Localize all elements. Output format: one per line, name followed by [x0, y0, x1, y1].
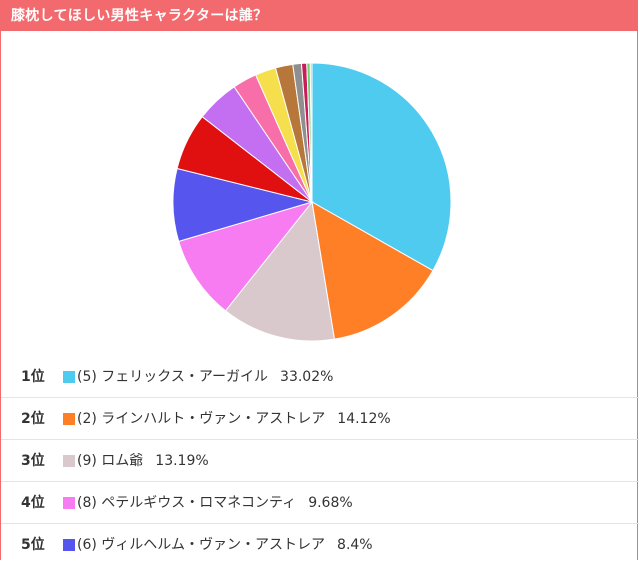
rank-entry: (8) ペテルギウス・ロマネコンティ 9.68%	[77, 482, 353, 524]
ranking-row-2: 2位 (2) ラインハルト・ヴァン・アストレア 14.12%	[1, 398, 639, 440]
entry-percent: 9.68%	[308, 495, 353, 511]
ranking-row-5: 5位 (6) ヴィルヘルム・ヴァン・アストレア 8.4%	[1, 524, 639, 566]
entry-name: ロム爺	[101, 453, 144, 469]
entry-percent: 13.19%	[155, 453, 209, 469]
entry-name: フェリックス・アーガイル	[101, 369, 269, 385]
legend-swatch	[63, 371, 75, 383]
ranking-row-3: 3位 (9) ロム爺 13.19%	[1, 440, 639, 482]
entry-number: (6)	[77, 537, 97, 553]
rank-entry: (2) ラインハルト・ヴァン・アストレア 14.12%	[77, 398, 391, 440]
ranking-row-1: 1位 (5) フェリックス・アーガイル 33.02%	[1, 356, 639, 398]
pie-slice-14	[309, 62, 313, 203]
legend-swatch	[63, 413, 75, 425]
entry-percent: 14.12%	[337, 411, 391, 427]
rank-entry: (6) ヴィルヘルム・ヴァン・アストレア 8.4%	[77, 524, 373, 566]
rank-entry: (9) ロム爺 13.19%	[77, 440, 209, 482]
entry-percent: 8.4%	[337, 537, 373, 553]
pie-slice-2	[311, 201, 434, 340]
rank-label: 2位	[21, 411, 45, 427]
rank-label: 5位	[21, 537, 45, 553]
legend-swatch	[63, 455, 75, 467]
pie-slice-1	[311, 62, 452, 272]
ranking-row-4: 4位 (8) ペテルギウス・ロマネコンティ 9.68%	[1, 482, 639, 524]
rank-label: 4位	[21, 495, 45, 511]
entry-number: (8)	[77, 495, 97, 511]
legend-swatch	[63, 497, 75, 509]
pie-slice-3	[224, 200, 336, 342]
rank-entry: (5) フェリックス・アーガイル 33.02%	[77, 356, 333, 398]
ranking-list: 1位 (5) フェリックス・アーガイル 33.02% 2位 (2) ラインハルト・…	[1, 356, 639, 566]
entry-name: ヴィルヘルム・ヴァン・アストレア	[101, 537, 326, 553]
entry-percent: 33.02%	[280, 369, 334, 385]
poll-title: 膝枕してほしい男性キャラクターは誰？	[1, 1, 637, 31]
entry-number: (9)	[77, 453, 97, 469]
rank-label: 3位	[21, 453, 45, 469]
rank-label: 1位	[21, 369, 45, 385]
entry-name: ペテルギウス・ロマネコンティ	[101, 495, 297, 511]
pie-slice-4	[178, 201, 314, 312]
legend-swatch	[63, 539, 75, 551]
entry-name: ラインハルト・ヴァン・アストレア	[101, 411, 326, 427]
pie-chart	[172, 62, 452, 342]
entry-number: (5)	[77, 369, 97, 385]
entry-number: (2)	[77, 411, 97, 427]
